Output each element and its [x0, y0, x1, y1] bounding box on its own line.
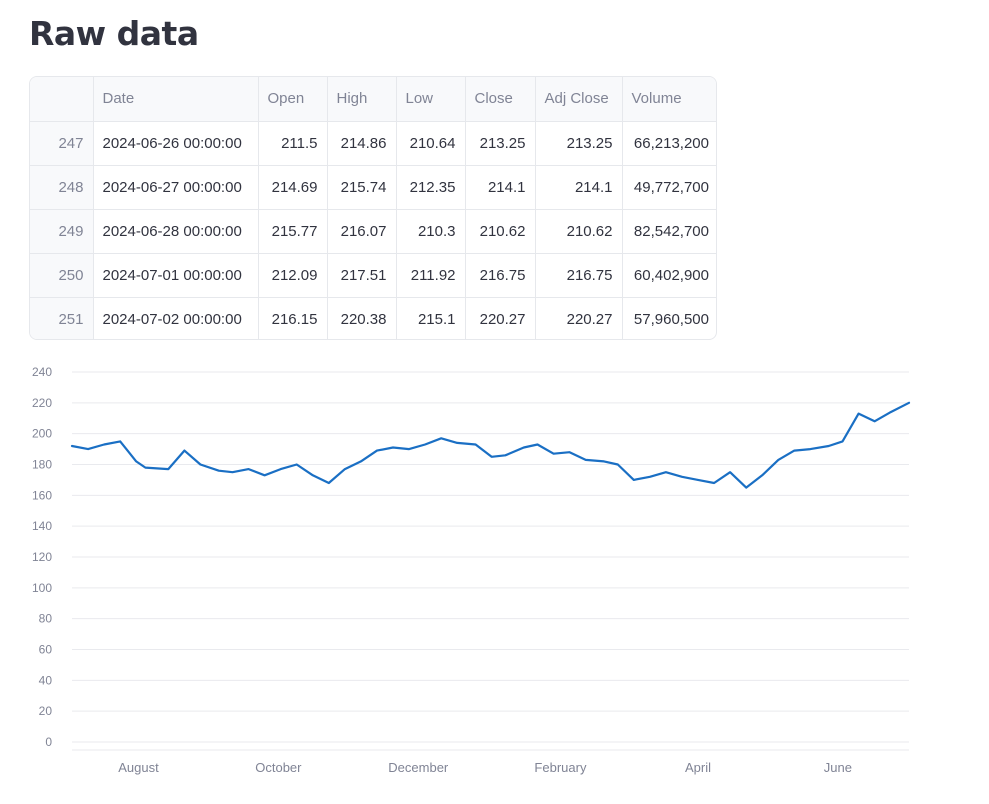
cell-close[interactable]: 214.1 [465, 165, 536, 210]
y-tick-label: 160 [32, 488, 52, 502]
cell-high[interactable]: 214.86 [327, 121, 397, 166]
y-tick-label: 200 [32, 427, 52, 441]
column-header-low[interactable]: Low [396, 77, 466, 122]
x-tick-label: June [824, 760, 852, 775]
y-tick-label: 140 [32, 519, 52, 533]
table-row: 250 2024-07-01 00:00:00 212.09 217.51 21… [30, 253, 716, 298]
cell-volume[interactable]: 49,772,700 [622, 165, 716, 210]
table-row: 249 2024-06-28 00:00:00 215.77 216.07 21… [30, 209, 716, 254]
cell-volume[interactable]: 82,542,700 [622, 209, 716, 254]
cell-close[interactable]: 220.27 [465, 297, 536, 339]
page-title: Raw data [29, 14, 199, 53]
cell-adj-close[interactable]: 214.1 [535, 165, 623, 210]
cell-volume[interactable]: 60,402,900 [622, 253, 716, 298]
series-line[interactable] [70, 401, 911, 489]
row-index: 249 [30, 209, 94, 254]
cell-adj-close[interactable]: 210.62 [535, 209, 623, 254]
y-axis: 0 20 40 60 80 100 120 140 160 180 200 220 240 [32, 365, 52, 749]
y-tick-label: 20 [39, 704, 53, 718]
row-index: 250 [30, 253, 94, 298]
cell-volume[interactable]: 66,213,200 [622, 121, 716, 166]
column-header-date[interactable]: Date [93, 77, 259, 122]
x-axis: August October December February April June [118, 760, 852, 775]
dataframe[interactable]: Date Open High Low Close Adj Close Volum… [29, 76, 717, 340]
cell-date[interactable]: 2024-07-01 00:00:00 [93, 253, 259, 298]
x-tick-label: April [685, 760, 711, 775]
cell-open[interactable]: 214.69 [258, 165, 328, 210]
line-chart[interactable]: 0 20 40 60 80 100 120 140 160 180 200 220 240 August… [0, 352, 989, 804]
column-header-close[interactable]: Close [465, 77, 536, 122]
y-tick-label: 80 [39, 612, 53, 626]
column-header-open[interactable]: Open [258, 77, 328, 122]
cell-close[interactable]: 213.25 [465, 121, 536, 166]
cell-adj-close[interactable]: 220.27 [535, 297, 623, 339]
cell-open[interactable]: 216.15 [258, 297, 328, 339]
cell-adj-close[interactable]: 216.75 [535, 253, 623, 298]
y-tick-label: 220 [32, 396, 52, 410]
cell-open[interactable]: 211.5 [258, 121, 328, 166]
cell-close[interactable]: 210.62 [465, 209, 536, 254]
cell-low[interactable]: 211.92 [396, 253, 466, 298]
cell-date[interactable]: 2024-06-27 00:00:00 [93, 165, 259, 210]
chart-gridlines [72, 371, 909, 751]
y-tick-label: 120 [32, 550, 52, 564]
y-tick-label: 180 [32, 458, 52, 472]
y-tick-label: 40 [39, 673, 53, 687]
cell-close[interactable]: 216.75 [465, 253, 536, 298]
cell-adj-close[interactable]: 213.25 [535, 121, 623, 166]
y-tick-label: 100 [32, 581, 52, 595]
row-index: 247 [30, 121, 94, 166]
column-header-adj-close[interactable]: Adj Close [535, 77, 623, 122]
cell-low[interactable]: 210.64 [396, 121, 466, 166]
table-row: 248 2024-06-27 00:00:00 214.69 215.74 21… [30, 165, 716, 210]
table-row: 251 2024-07-02 00:00:00 216.15 220.38 21… [30, 297, 716, 339]
column-header-volume[interactable]: Volume [622, 77, 716, 122]
x-tick-label: December [388, 760, 449, 775]
cell-high[interactable]: 220.38 [327, 297, 397, 339]
cell-open[interactable]: 215.77 [258, 209, 328, 254]
column-header-index[interactable] [30, 77, 94, 122]
y-tick-label: 0 [45, 735, 52, 749]
cell-volume[interactable]: 57,960,500 [633, 310, 709, 328]
cell-high[interactable]: 215.74 [327, 165, 397, 210]
x-tick-label: October [255, 760, 302, 775]
table-row: 247 2024-06-26 00:00:00 211.5 214.86 210… [30, 121, 716, 166]
row-index: 248 [30, 165, 94, 210]
cell-open[interactable]: 212.09 [258, 253, 328, 298]
cell-high[interactable]: 217.51 [327, 253, 397, 298]
x-tick-label: August [118, 760, 159, 775]
cell-low[interactable]: 215.1 [396, 297, 466, 339]
row-index: 251 [30, 297, 94, 339]
cell-date[interactable]: 2024-06-26 00:00:00 [93, 121, 259, 166]
y-tick-label: 240 [32, 365, 52, 379]
data-table: Date Open High Low Close Adj Close Volum… [30, 77, 716, 339]
column-header-high[interactable]: High [327, 77, 397, 122]
x-tick-label: February [534, 760, 587, 775]
cell-low[interactable]: 210.3 [396, 209, 466, 254]
cell-date[interactable]: 2024-07-02 00:00:00 [93, 297, 259, 339]
y-tick-label: 60 [39, 643, 53, 657]
cell-low[interactable]: 212.35 [396, 165, 466, 210]
cell-high[interactable]: 216.07 [327, 209, 397, 254]
table-header-row: Date Open High Low Close Adj Close Volum… [30, 77, 716, 122]
cell-date[interactable]: 2024-06-28 00:00:00 [93, 209, 259, 254]
